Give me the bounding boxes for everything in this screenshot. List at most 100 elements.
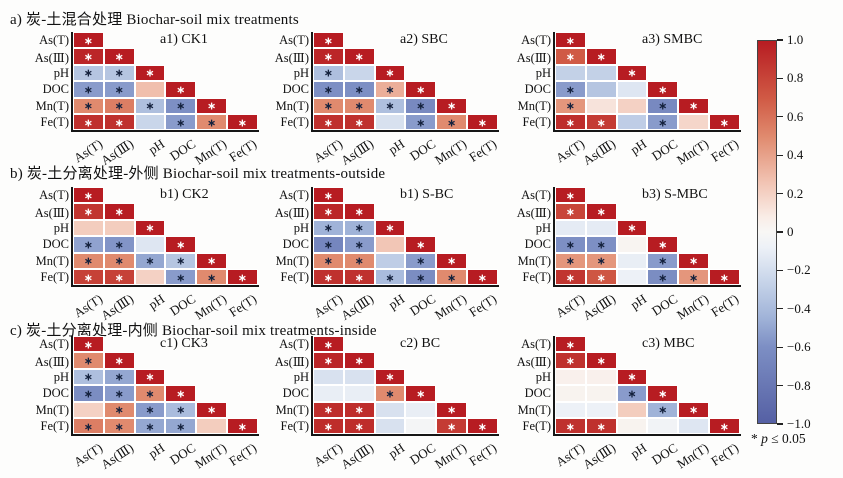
significance-asterisk: ∗: [114, 205, 124, 219]
cell-a3-Mn(T)-As(Ⅲ): [585, 97, 617, 114]
significance-asterisk: ∗: [354, 238, 364, 252]
significance-asterisk: ∗: [323, 66, 333, 80]
significance-asterisk: ∗: [83, 354, 93, 368]
y-axis-label: As(T): [521, 188, 551, 203]
significance-asterisk: ∗: [176, 99, 186, 113]
section-header-b: b) 炭-土分离处理-外侧 Biochar-soil mix treatment…: [10, 166, 386, 182]
cell-a1-Mn(T)-DOC: ∗: [165, 97, 197, 114]
cell-b1-pH-As(Ⅲ): [103, 219, 135, 237]
cell-b3-Fe(T)-Mn(T): ∗: [678, 269, 709, 286]
colorbar-tick-mark: [777, 385, 783, 387]
significance-asterisk: ∗: [565, 238, 575, 252]
cell-c2-As(Ⅲ)-As(T): ∗: [313, 352, 344, 369]
colorbar-tick-label: 1.0: [787, 32, 804, 47]
cell-b1-Fe(T)-pH: [134, 269, 166, 286]
cell-b1-Mn(T)-pH: ∗: [134, 252, 166, 269]
significance-asterisk: ∗: [565, 116, 575, 130]
significance-asterisk: ∗: [176, 83, 186, 97]
significance-asterisk: ∗: [323, 238, 333, 252]
cell-b2-Mn(T)-Mn(T): ∗: [436, 252, 467, 269]
significance-asterisk: ∗: [354, 403, 364, 417]
cell-c2-DOC-As(T): [313, 385, 344, 402]
significance-asterisk: ∗: [596, 420, 606, 434]
cell-a2-Mn(T)-Mn(T): ∗: [436, 97, 467, 114]
cell-c1-Fe(T)-As(T): ∗: [73, 418, 104, 435]
significance-asterisk: ∗: [83, 66, 93, 80]
y-axis-line: [311, 335, 313, 436]
cell-a2-Fe(T)-pH: [374, 114, 406, 131]
significance-asterisk: ∗: [565, 99, 575, 113]
cell-a3-Fe(T)-As(T): ∗: [555, 114, 586, 131]
significance-asterisk: ∗: [145, 66, 155, 80]
significance-asterisk: ∗: [565, 189, 575, 203]
cell-b2-Fe(T)-Fe(T): ∗: [467, 269, 498, 286]
cell-a2-Mn(T)-DOC: ∗: [405, 97, 437, 114]
cell-a1-DOC-pH: [134, 81, 166, 98]
cell-b3-DOC-DOC: ∗: [647, 236, 679, 253]
significance-asterisk: ∗: [323, 354, 333, 368]
cell-c1-Fe(T)-DOC: ∗: [165, 418, 197, 435]
y-axis-label: DOC: [524, 386, 551, 401]
significance-asterisk: ∗: [658, 254, 668, 268]
y-axis-label: Fe(T): [40, 270, 69, 285]
significance-asterisk: ∗: [83, 34, 93, 48]
significance-asterisk: ∗: [354, 254, 364, 268]
cell-b3-Mn(T)-DOC: ∗: [647, 252, 679, 269]
significance-asterisk: ∗: [688, 99, 699, 113]
cell-a3-Mn(T)-DOC: ∗: [647, 97, 679, 114]
cell-c3-Fe(T)-pH: [616, 418, 648, 435]
cell-a3-Fe(T)-DOC: ∗: [647, 114, 679, 131]
significance-asterisk: ∗: [114, 238, 124, 252]
significance-asterisk: ∗: [446, 254, 457, 268]
significance-asterisk: ∗: [596, 354, 606, 368]
significance-asterisk: ∗: [565, 83, 575, 97]
cell-c3-As(T)-As(T): ∗: [555, 336, 586, 353]
cell-c2-Mn(T)-DOC: [405, 401, 437, 418]
significance-asterisk: ∗: [627, 370, 637, 384]
colorbar-tick-mark: [777, 346, 783, 348]
cell-a2-Mn(T)-As(Ⅲ): ∗: [343, 97, 375, 114]
cell-c1-As(T)-As(T): ∗: [73, 336, 104, 353]
y-axis-label: DOC: [282, 82, 309, 97]
cell-a1-pH-As(T): ∗: [73, 64, 104, 82]
cell-a3-pH-pH: ∗: [616, 64, 648, 82]
cell-c3-Mn(T)-As(Ⅲ): [585, 401, 617, 418]
significance-asterisk: ∗: [323, 254, 333, 268]
significance-asterisk: ∗: [596, 116, 606, 130]
y-axis-label: Mn(T): [275, 253, 309, 268]
cell-b2-pH-As(Ⅲ): ∗: [343, 219, 375, 237]
colorbar-tick-label: −1.0: [787, 416, 811, 431]
cell-c2-Fe(T)-Fe(T): ∗: [467, 418, 498, 435]
cell-a1-Mn(T)-As(T): ∗: [73, 97, 104, 114]
significance-asterisk: ∗: [565, 271, 575, 285]
cell-a3-DOC-pH: [616, 81, 648, 98]
significance-asterisk: ∗: [565, 420, 575, 434]
y-axis-label: pH: [535, 66, 551, 80]
cell-b3-Mn(T)-As(Ⅲ): ∗: [585, 252, 617, 269]
cell-c3-Fe(T)-Mn(T): [678, 418, 709, 435]
significance-asterisk: ∗: [446, 403, 457, 417]
significance-asterisk: ∗: [385, 387, 395, 401]
colorbar-tick-mark: [777, 231, 783, 233]
cell-b2-Mn(T)-As(T): ∗: [313, 252, 344, 269]
cell-b2-Mn(T)-pH: [374, 252, 406, 269]
cell-a2-Mn(T)-pH: ∗: [374, 97, 406, 114]
cell-a1-pH-pH: ∗: [134, 64, 166, 82]
y-axis-label: As(Ⅲ): [274, 354, 309, 369]
significance-asterisk: ∗: [416, 387, 426, 401]
y-axis-label: As(Ⅲ): [34, 205, 69, 220]
section-header-c: c) 炭-土分离处理-内侧 Biochar-soil mix treatment…: [10, 323, 377, 339]
y-axis-label: As(Ⅲ): [516, 354, 551, 369]
cell-b2-Fe(T)-DOC: ∗: [405, 269, 437, 286]
colorbar-tick-mark: [777, 269, 783, 272]
y-axis-label: As(Ⅲ): [274, 205, 309, 220]
significance-asterisk: ∗: [114, 387, 124, 401]
cell-b1-Mn(T)-As(Ⅲ): ∗: [103, 252, 135, 269]
significance-asterisk: ∗: [354, 83, 364, 97]
cell-a1-DOC-As(Ⅲ): ∗: [103, 81, 135, 98]
significance-asterisk: ∗: [446, 99, 457, 113]
significance-asterisk: ∗: [83, 387, 93, 401]
significance-asterisk: ∗: [83, 189, 93, 203]
x-axis-line: [311, 434, 499, 437]
significance-asterisk: ∗: [385, 99, 395, 113]
